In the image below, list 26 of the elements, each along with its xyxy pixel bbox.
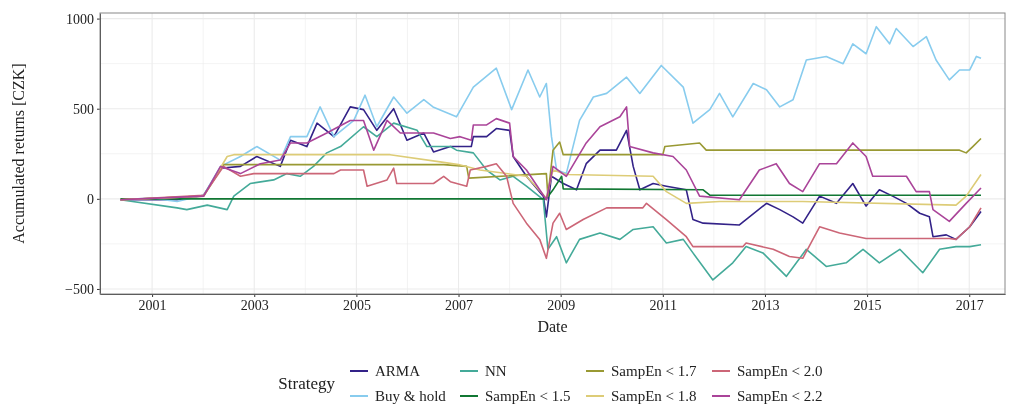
x-tick-label: 2017 [955, 297, 984, 313]
x-tick-label: 2007 [445, 297, 474, 313]
y-tick-label: 500 [73, 101, 94, 117]
x-tick-label: 2011 [649, 297, 678, 313]
legend-label: SampEn < 2.2 [737, 388, 823, 404]
legend-label: Buy & hold [375, 388, 447, 404]
line-series [119, 175, 982, 200]
y-tick-label: 0 [87, 191, 94, 207]
x-tick-label: 2013 [751, 297, 780, 313]
y-tick-label: 1000 [66, 11, 94, 27]
legend-label: NN [485, 363, 507, 379]
y-tick-label: −500 [65, 281, 94, 297]
legend-label: SampEn < 2.0 [737, 363, 823, 379]
x-tick-label: 2005 [342, 297, 371, 313]
y-axis-title: Accumulated returns [CZK] [10, 63, 27, 244]
legend-label: SampEn < 1.8 [611, 388, 697, 404]
legend-label: SampEn < 1.7 [611, 363, 698, 379]
legend-label: SampEn < 1.5 [485, 388, 571, 404]
x-tick-label: 2009 [547, 297, 576, 313]
legend-title: Strategy [278, 374, 336, 393]
x-tick-label: 2001 [138, 297, 167, 313]
line-series [119, 122, 982, 281]
x-tick-label: 2015 [853, 297, 882, 313]
x-axis-title: Date [537, 318, 568, 335]
legend-label: ARMA [375, 363, 421, 379]
x-tick-label: 2003 [240, 297, 269, 313]
